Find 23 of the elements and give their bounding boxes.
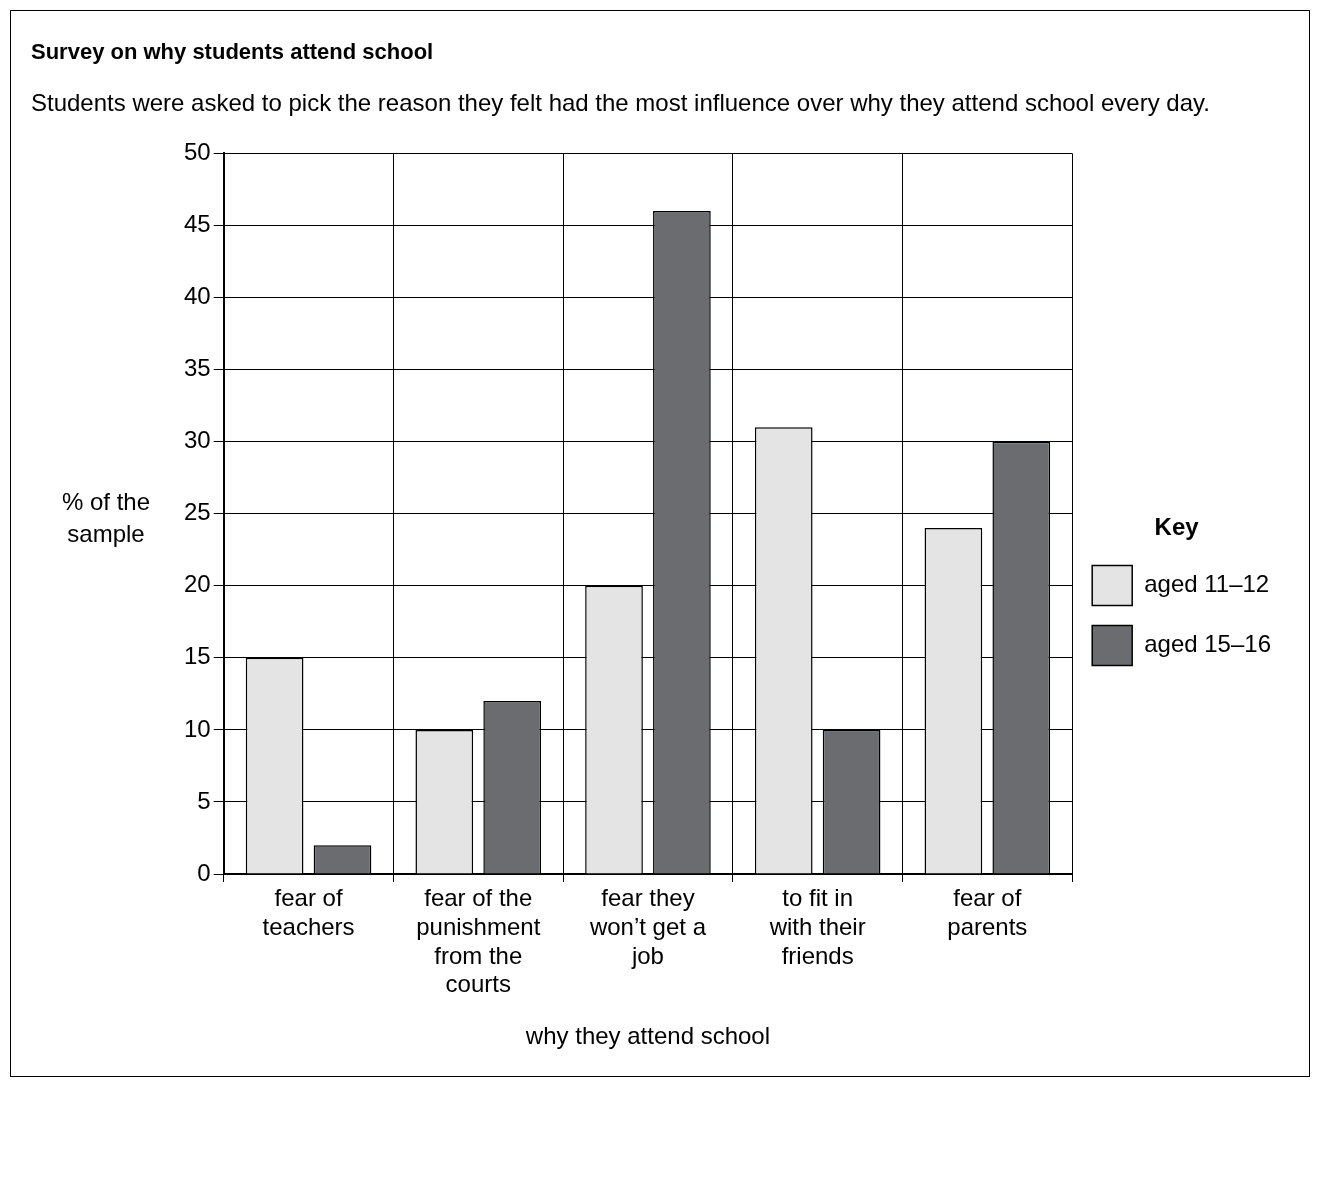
- y-tick-label: 10: [183, 714, 211, 742]
- x-axis-title: why they attend school: [524, 1022, 771, 1050]
- x-tick-label: fear of parents: [947, 884, 1028, 940]
- y-axis-title: % of the sample: [60, 487, 152, 549]
- y-tick-label: 15: [183, 642, 211, 670]
- y-tick-label: 45: [183, 210, 211, 238]
- x-tick-label: fear they won’t get a job: [588, 884, 707, 969]
- legend-title: Key: [1154, 513, 1200, 541]
- y-tick-label: 40: [183, 282, 211, 310]
- y-tick-label: 0: [197, 858, 211, 886]
- legend-label: aged 11–12: [1144, 570, 1270, 598]
- y-tick-label: 20: [183, 570, 211, 598]
- chart-subtitle: Students were asked to pick the reason they felt had the most influence over why they attend school every day.: [31, 88, 1211, 118]
- y-tick-label: 30: [183, 426, 211, 454]
- y-tick-label: 25: [183, 498, 211, 526]
- y-tick-label: 5: [197, 786, 211, 814]
- chart-title: Survey on why students attend school: [31, 39, 435, 65]
- y-tick-label: 50: [183, 138, 211, 166]
- legend-label: aged 15–16: [1144, 630, 1271, 658]
- y-tick-label: 35: [183, 354, 211, 382]
- x-tick-label: fear of the punishment from the courts: [416, 884, 541, 998]
- x-tick-label: fear of teachers: [262, 884, 355, 940]
- x-tick-label: to fit in with their friends: [768, 884, 866, 969]
